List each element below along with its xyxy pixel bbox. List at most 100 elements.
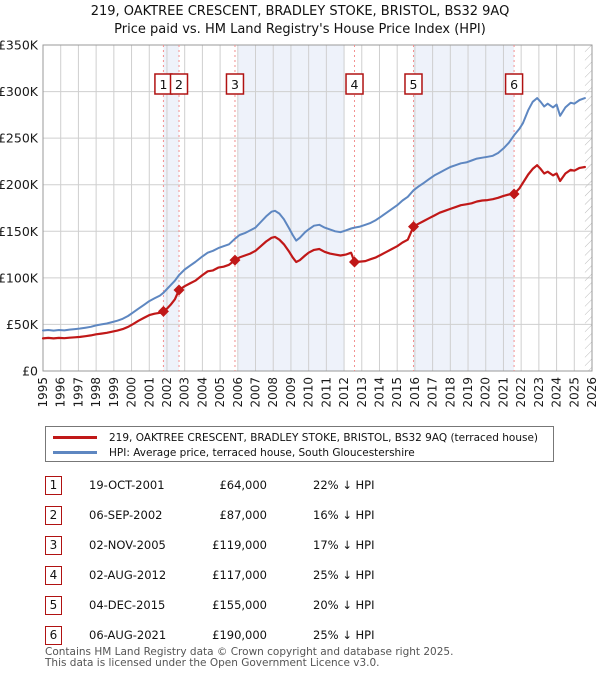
sale-number-badge: 4 <box>45 565 62 585</box>
table-row: 4 02-AUG-2012 £117,000 25% ↓ HPI <box>45 560 565 590</box>
x-axis-label: 2014 <box>372 377 386 408</box>
price-vs-hpi-chart: 1 2 3 4 5 6 £0 £50K £100K £150K £200K £250K £300K £35… <box>0 38 599 408</box>
sale-flag-number: 3 <box>231 77 239 92</box>
x-axis-label: 2006 <box>231 377 245 408</box>
x-axis-label: 2024 <box>550 377 564 408</box>
table-row: 6 06-AUG-2021 £190,000 25% ↓ HPI <box>45 620 565 650</box>
table-row: 3 02-NOV-2005 £119,000 17% ↓ HPI <box>45 530 565 560</box>
sale-flag-number: 6 <box>510 77 518 92</box>
x-axis-label: 2021 <box>496 377 510 408</box>
x-axis-label: 2018 <box>443 377 457 408</box>
sale-flag-number: 5 <box>410 77 418 92</box>
x-axis-label: 2011 <box>319 377 333 408</box>
property-line-swatch <box>53 436 97 439</box>
sale-number-badge: 1 <box>45 475 62 495</box>
sale-marker-diamond <box>349 256 361 268</box>
sale-flag-box <box>169 73 189 95</box>
sale-flag-box <box>504 73 524 95</box>
sale-vs-hpi: 17% ↓ HPI <box>313 538 375 552</box>
table-row: 5 04-DEC-2015 £155,000 20% ↓ HPI <box>45 590 565 620</box>
sale-flag-number: 2 <box>175 77 183 92</box>
legend-label-property: 219, OAKTREE CRESCENT, BRADLEY STOKE, BR… <box>109 431 538 444</box>
sale-price: £155,000 <box>212 598 267 612</box>
legend-row-hpi: HPI: Average price, terraced house, Sout… <box>53 445 553 460</box>
sale-price: £64,000 <box>219 478 267 492</box>
x-axis-label: 1998 <box>89 377 103 408</box>
sale-number-badge: 3 <box>45 535 62 555</box>
x-axis-label: 1999 <box>107 377 121 408</box>
x-axis-label: 2008 <box>266 377 280 408</box>
sale-marker-diamond <box>157 305 169 317</box>
page-title: 219, OAKTREE CRESCENT, BRADLEY STOKE, BR… <box>90 4 510 19</box>
x-axis-label: 2017 <box>426 377 440 408</box>
x-axis-label: 1996 <box>54 377 68 408</box>
y-axis-label: £50K <box>6 317 39 332</box>
x-axis-label: 2001 <box>142 377 156 408</box>
sale-date: 02-NOV-2005 <box>89 538 166 552</box>
sale-flag-box <box>404 73 423 95</box>
x-axis-label: 2025 <box>567 377 581 408</box>
table-row: 2 06-SEP-2002 £87,000 16% ↓ HPI <box>45 500 565 530</box>
sale-marker-diamond <box>229 254 241 266</box>
sale-date: 06-SEP-2002 <box>89 508 163 522</box>
x-axis-label: 2023 <box>532 377 546 408</box>
x-axis-label: 2005 <box>213 377 227 408</box>
sales-table: 1 19-OCT-2001 £64,000 22% ↓ HPI 2 06-SEP… <box>45 470 565 650</box>
x-axis-label: 2022 <box>514 377 528 408</box>
x-axis-label: 2003 <box>178 377 192 408</box>
sale-vs-hpi: 20% ↓ HPI <box>313 598 375 612</box>
legend-row-property: 219, OAKTREE CRESCENT, BRADLEY STOKE, BR… <box>53 430 553 445</box>
sale-price: £87,000 <box>219 508 267 522</box>
sale-date: 19-OCT-2001 <box>89 478 165 492</box>
x-axis-label: 2009 <box>284 377 298 408</box>
x-axis-label: 2013 <box>355 377 369 408</box>
sale-date: 04-DEC-2015 <box>89 598 166 612</box>
y-axis-label: £250K <box>0 131 39 146</box>
x-axis-label: 1995 <box>36 377 50 408</box>
x-axis-label: 2019 <box>461 377 475 408</box>
sale-flag-number: 1 <box>159 77 167 92</box>
sale-date: 06-AUG-2021 <box>89 628 167 642</box>
y-axis-label: £200K <box>0 177 39 192</box>
sale-vs-hpi: 25% ↓ HPI <box>313 628 375 642</box>
sale-date: 02-AUG-2012 <box>89 568 167 582</box>
legend-label-hpi: HPI: Average price, terraced house, Sout… <box>109 446 415 459</box>
sale-number-badge: 2 <box>45 505 62 525</box>
sale-marker-diamond <box>407 221 419 233</box>
sale-number-badge: 5 <box>45 595 62 615</box>
x-axis-label: 2016 <box>408 377 422 408</box>
x-axis-label: 2010 <box>302 377 316 408</box>
page-subtitle: Price paid vs. HM Land Registry's House … <box>114 22 486 37</box>
hpi-line <box>42 97 586 332</box>
price-paid-line <box>41 164 587 340</box>
x-axis-label: 2026 <box>585 377 599 408</box>
y-axis-label: £350K <box>0 38 39 53</box>
sale-price: £119,000 <box>212 538 267 552</box>
sale-flag-box <box>225 73 245 95</box>
sale-marker-diamond <box>173 284 185 296</box>
table-row: 1 19-OCT-2001 £64,000 22% ↓ HPI <box>45 470 565 500</box>
x-axis-label: 2020 <box>479 377 493 408</box>
plot-border <box>42 44 593 372</box>
sale-vs-hpi: 22% ↓ HPI <box>313 478 375 492</box>
future-hatch-region <box>584 45 592 371</box>
y-axis-label: £150K <box>0 224 39 239</box>
y-axis-label: £0 <box>22 364 38 379</box>
sale-flag-number: 4 <box>351 77 359 92</box>
x-axis-label: 2015 <box>390 377 404 408</box>
sale-vs-hpi: 16% ↓ HPI <box>313 508 375 522</box>
sale-price: £117,000 <box>212 568 267 582</box>
sale-vs-hpi: 25% ↓ HPI <box>313 568 375 582</box>
chart-legend: 219, OAKTREE CRESCENT, BRADLEY STOKE, BR… <box>45 426 554 462</box>
sale-number-badge: 6 <box>45 625 62 645</box>
sale-marker-diamond <box>508 188 520 200</box>
license-footer: Contains HM Land Registry data © Crown c… <box>45 646 585 670</box>
ownership-band <box>413 45 515 371</box>
hpi-line-swatch <box>53 451 97 454</box>
y-axis-label: £100K <box>0 270 39 285</box>
footer-line-2: This data is licensed under the Open Gov… <box>45 657 380 670</box>
x-axis-label: 1997 <box>71 377 85 408</box>
x-axis-label: 2000 <box>125 377 139 408</box>
x-axis-label: 2002 <box>160 377 174 408</box>
